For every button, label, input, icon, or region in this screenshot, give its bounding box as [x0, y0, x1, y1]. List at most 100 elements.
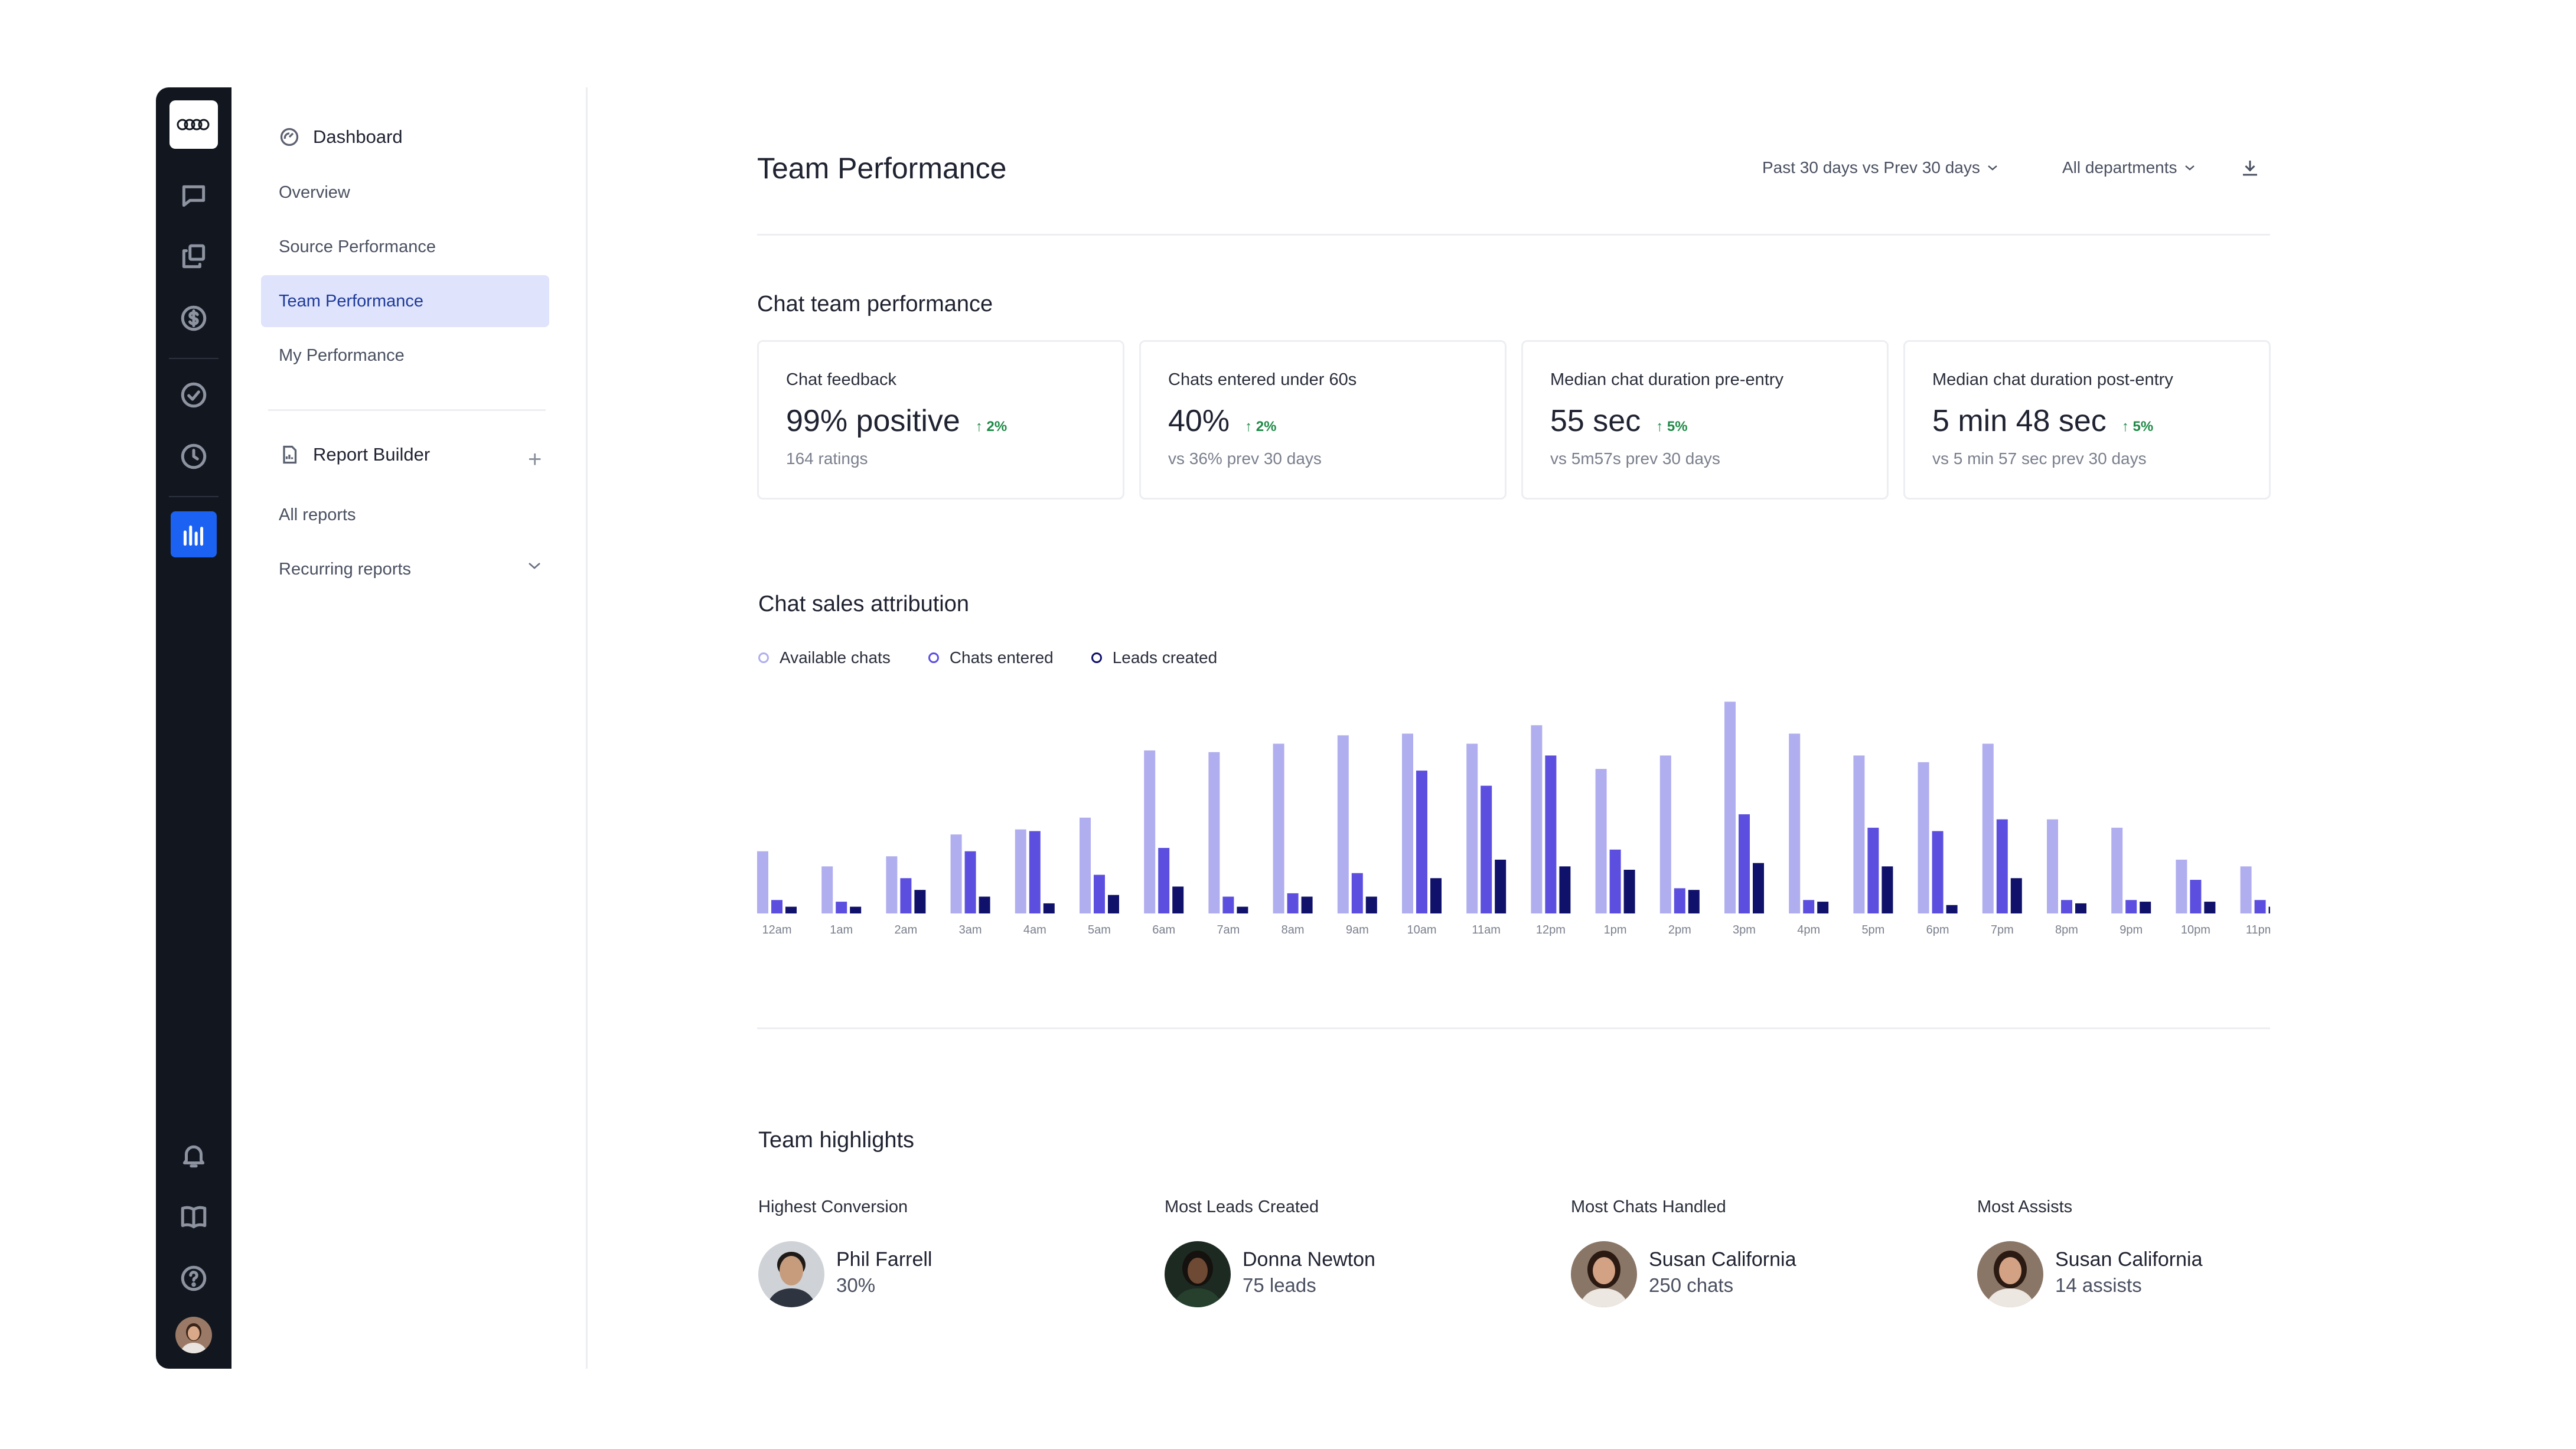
kpi-value: 5 min 48 sec	[1932, 404, 2107, 438]
x-tick-label: 10pm	[2181, 923, 2210, 936]
kpi-value: 40%	[1168, 404, 1230, 438]
logo-icon[interactable]	[169, 100, 218, 149]
bar-available-chats	[1144, 750, 1156, 913]
bar-leads-created	[2268, 906, 2270, 913]
kpi-change-badge: ↑ 5%	[2121, 419, 2154, 435]
bar-leads-created	[1301, 896, 1313, 913]
bar-leads-created	[1946, 905, 1958, 913]
help-icon[interactable]	[171, 1255, 217, 1301]
bar-chart-icon[interactable]	[171, 511, 217, 557]
bar-leads-created	[1108, 895, 1119, 913]
highlight-category: Most Chats Handled	[1571, 1197, 1726, 1216]
nav-dashboard[interactable]: Dashboard	[279, 126, 403, 148]
bar-chats-entered	[1996, 819, 2008, 913]
department-filter[interactable]: All departments	[2062, 158, 2196, 177]
x-tick-label: 10am	[1407, 923, 1436, 936]
icon-rail	[156, 87, 231, 1369]
highlight-name: Susan California	[2055, 1248, 2203, 1271]
x-tick-label: 8pm	[2055, 923, 2078, 936]
kpi-subtext: vs 5 min 57 sec prev 30 days	[1932, 449, 2147, 468]
bar-chats-entered	[1545, 755, 1557, 913]
bar-chats-entered	[900, 878, 912, 913]
x-tick-label: 12am	[762, 923, 791, 936]
copy-icon[interactable]	[171, 234, 217, 280]
x-tick-label: 6pm	[1926, 923, 1949, 936]
x-tick-label: 7am	[1217, 923, 1240, 936]
kpi-label: Median chat duration post-entry	[1932, 370, 2173, 389]
bar-leads-created	[979, 896, 990, 913]
bar-leads-created	[1882, 866, 1893, 913]
nav-item-recurring-reports[interactable]: Recurring reports	[279, 560, 412, 579]
bar-chats-entered	[1867, 827, 1879, 913]
x-tick-label: 1am	[830, 923, 853, 936]
bar-chats-entered	[2190, 880, 2202, 913]
bar-available-chats	[1531, 725, 1543, 913]
bar-chats-entered	[2061, 900, 2072, 913]
highlights-section-title: Team highlights	[758, 1128, 915, 1153]
header-divider	[757, 234, 2270, 236]
highlight-name: Susan California	[1649, 1248, 1796, 1271]
highlight-stat: 75 leads	[1243, 1274, 1316, 1296]
report-icon	[283, 445, 297, 464]
nav-item-my-performance[interactable]: My Performance	[279, 346, 405, 365]
download-icon[interactable]	[2239, 157, 2261, 178]
bar-chats-entered	[2254, 900, 2266, 913]
legend-label: Leads created	[1112, 648, 1218, 667]
x-tick-label: 11pm	[2246, 923, 2270, 936]
x-tick-label: 4am	[1023, 923, 1046, 936]
period-filter-label: Past 30 days vs Prev 30 days	[1762, 158, 1980, 177]
page-title: Team Performance	[757, 152, 1007, 185]
bell-icon[interactable]	[171, 1133, 217, 1179]
kpi-value-row: 40% ↑ 2%	[1168, 403, 1276, 439]
dashboard-icon	[280, 128, 299, 146]
bar-leads-created	[785, 906, 797, 913]
bar-leads-created	[2204, 902, 2216, 913]
bar-available-chats	[1015, 829, 1026, 913]
check-circle-icon[interactable]	[171, 372, 217, 418]
bar-chats-entered	[1481, 785, 1492, 913]
bar-leads-created	[1365, 896, 1377, 913]
nav-item-team-performance[interactable]: Team Performance	[261, 275, 549, 327]
kpi-change-badge: ↑ 2%	[975, 419, 1007, 435]
chart-legend: Available chats Chats entered Leads crea…	[758, 648, 1255, 667]
bar-leads-created	[2010, 878, 2022, 913]
dollar-icon[interactable]	[171, 295, 217, 341]
bar-available-chats	[1789, 733, 1801, 913]
chevron-down-icon[interactable]	[527, 561, 542, 570]
secondary-nav: Dashboard Overview Source Performance Te…	[231, 87, 588, 1369]
x-tick-label: 6am	[1152, 923, 1175, 936]
nav-item-source-performance[interactable]: Source Performance	[279, 237, 436, 256]
kpi-card-chats-under-60s: Chats entered under 60s 40% ↑ 2% vs 36% p…	[1139, 340, 1507, 500]
add-report-icon[interactable]: +	[528, 446, 542, 472]
nav-report-builder[interactable]: Report Builder	[279, 444, 430, 465]
bar-chats-entered	[1932, 831, 1944, 913]
clock-icon[interactable]	[171, 433, 217, 479]
bar-chats-entered	[1222, 896, 1234, 913]
highlight-stat: 14 assists	[2055, 1274, 2142, 1296]
kpi-value-row: 99% positive ↑ 2%	[786, 403, 1007, 439]
bar-available-chats	[1466, 743, 1478, 913]
x-tick-label: 2pm	[1668, 923, 1691, 936]
chat-icon[interactable]	[171, 172, 217, 218]
bar-chats-entered	[1094, 874, 1105, 913]
x-tick-label: 4pm	[1797, 923, 1820, 936]
x-tick-label: 3am	[959, 923, 982, 936]
period-filter[interactable]: Past 30 days vs Prev 30 days	[1762, 158, 1999, 177]
legend-dot	[758, 652, 769, 663]
kpi-value-row: 55 sec ↑ 5%	[1550, 403, 1688, 439]
bar-available-chats	[1595, 769, 1607, 913]
nav-item-all-reports[interactable]: All reports	[279, 505, 356, 524]
nav-dashboard-label: Dashboard	[313, 126, 403, 147]
bar-available-chats	[2176, 859, 2187, 913]
nav-divider	[268, 409, 546, 411]
bar-chats-entered	[1029, 831, 1041, 913]
avatar	[758, 1241, 824, 1307]
x-tick-label: 9pm	[2120, 923, 2143, 936]
bar-available-chats	[1208, 752, 1220, 913]
bar-leads-created	[1172, 886, 1184, 913]
nav-item-overview[interactable]: Overview	[279, 183, 350, 202]
bar-available-chats	[821, 866, 833, 913]
kpi-label: Chat feedback	[786, 370, 897, 389]
user-avatar[interactable]	[175, 1317, 212, 1353]
book-icon[interactable]	[171, 1194, 217, 1240]
